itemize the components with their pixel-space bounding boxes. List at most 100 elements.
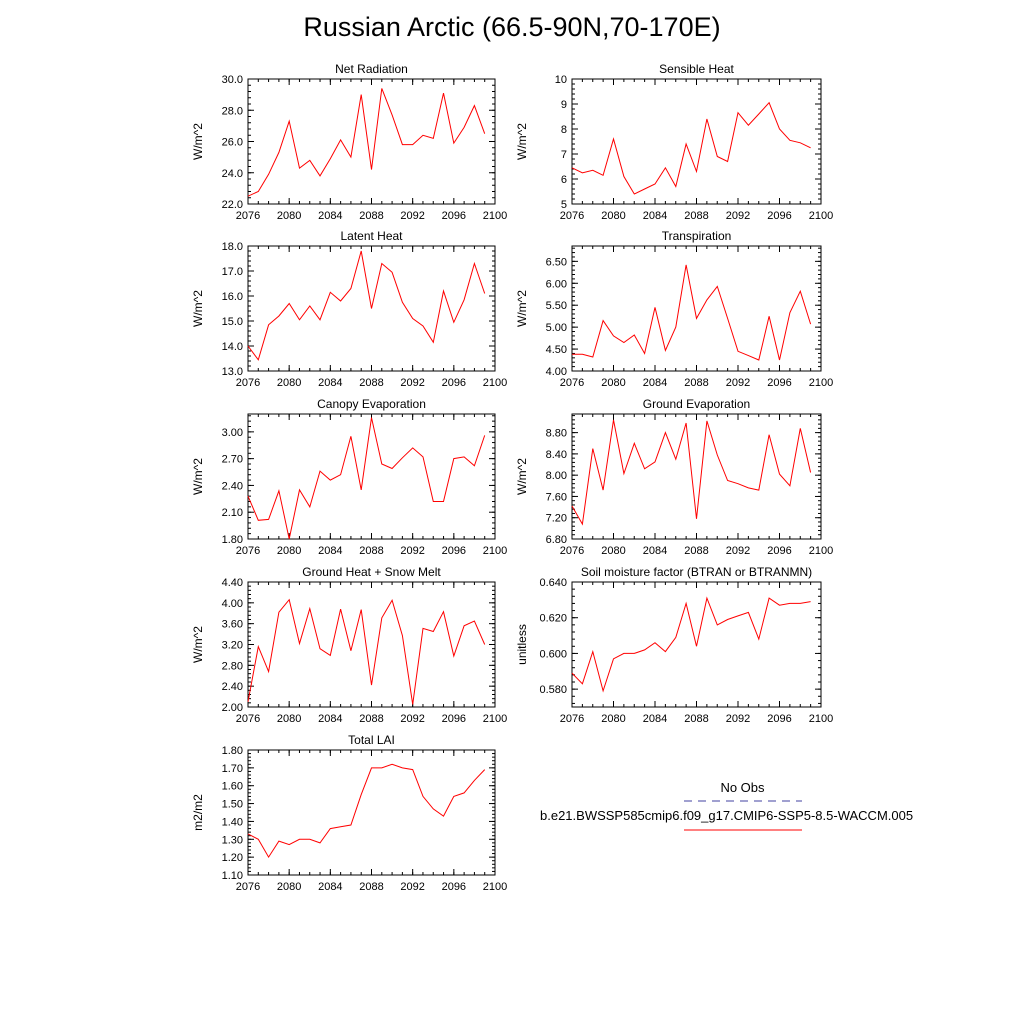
y-axis-label: m2/m2 bbox=[191, 794, 205, 831]
x-tick-label: 2088 bbox=[684, 545, 708, 557]
x-tick-label: 2096 bbox=[442, 881, 466, 893]
x-tick-label: 2076 bbox=[560, 210, 584, 222]
x-tick-label: 2092 bbox=[726, 210, 750, 222]
x-tick-label: 2092 bbox=[400, 713, 424, 725]
chart-title: Canopy Evaporation bbox=[317, 397, 426, 411]
y-axis-label: W/m^2 bbox=[515, 123, 529, 160]
x-tick-label: 2100 bbox=[809, 377, 833, 389]
chart-soil-moisture-factor-btran-or-btranmn: 2076 2080 2084 2088 2092 2096 2100 0.580 0.600 0.… bbox=[515, 565, 833, 725]
plot-frame bbox=[247, 78, 496, 205]
y-tick-label: 17.0 bbox=[222, 266, 243, 278]
y-axis-label: W/m^2 bbox=[515, 290, 529, 327]
y-tick-label: 3.60 bbox=[222, 619, 243, 631]
x-tick-label: 2084 bbox=[318, 713, 342, 725]
y-tick-label: 8.40 bbox=[546, 449, 567, 461]
y-tick-label: 3.20 bbox=[222, 640, 243, 652]
x-tick-label: 2100 bbox=[483, 713, 507, 725]
y-tick-label: 16.0 bbox=[222, 291, 243, 303]
x-tick-label: 2076 bbox=[236, 545, 260, 557]
y-tick-label: 2.10 bbox=[222, 507, 243, 519]
y-tick-label: 6.50 bbox=[546, 256, 567, 268]
page-title: Russian Arctic (66.5-90N,70-170E) bbox=[303, 12, 721, 42]
chart-title: Ground Evaporation bbox=[643, 397, 750, 411]
x-tick-label: 2080 bbox=[277, 210, 301, 222]
x-tick-label: 2096 bbox=[442, 713, 466, 725]
y-tick-label: 0.620 bbox=[539, 613, 567, 625]
x-tick-label: 2088 bbox=[684, 377, 708, 389]
y-tick-label: 26.0 bbox=[222, 137, 243, 149]
x-tick-label: 2084 bbox=[318, 545, 342, 557]
x-tick-label: 2100 bbox=[809, 713, 833, 725]
y-tick-label: 8.00 bbox=[546, 470, 567, 482]
y-tick-label: 6.80 bbox=[546, 534, 567, 546]
plot-frame bbox=[571, 78, 822, 205]
y-tick-label: 4.50 bbox=[546, 344, 567, 356]
x-tick-label: 2088 bbox=[359, 545, 383, 557]
x-tick-label: 2084 bbox=[643, 377, 667, 389]
x-tick-label: 2100 bbox=[483, 210, 507, 222]
y-tick-label: 1.80 bbox=[222, 745, 243, 757]
y-tick-label: 0.580 bbox=[539, 684, 567, 696]
x-tick-label: 2096 bbox=[767, 210, 791, 222]
x-tick-label: 2084 bbox=[318, 377, 342, 389]
y-tick-label: 9 bbox=[561, 99, 567, 111]
chart-title: Soil moisture factor (BTRAN or BTRANMN) bbox=[581, 565, 812, 579]
x-tick-label: 2076 bbox=[236, 881, 260, 893]
x-tick-label: 2100 bbox=[483, 545, 507, 557]
y-tick-label: 4.40 bbox=[222, 577, 243, 589]
x-tick-label: 2084 bbox=[643, 210, 667, 222]
x-tick-label: 2080 bbox=[277, 713, 301, 725]
x-tick-label: 2088 bbox=[359, 377, 383, 389]
x-tick-label: 2092 bbox=[726, 377, 750, 389]
series-line bbox=[571, 596, 811, 693]
chart-transpiration: 2076 2080 2084 2088 2092 2096 2100 4.00 4.50 5.00… bbox=[515, 229, 833, 389]
x-tick-label: 2076 bbox=[236, 713, 260, 725]
plot-frame bbox=[571, 245, 822, 372]
series-line bbox=[571, 101, 811, 195]
y-tick-label: 3.00 bbox=[222, 427, 243, 439]
y-tick-label: 14.0 bbox=[222, 341, 243, 353]
x-tick-label: 2100 bbox=[483, 881, 507, 893]
x-tick-label: 2096 bbox=[767, 545, 791, 557]
series-line bbox=[571, 419, 812, 526]
y-tick-label: 30.0 bbox=[222, 74, 243, 86]
y-tick-label: 2.40 bbox=[222, 681, 243, 693]
y-tick-label: 10 bbox=[555, 74, 567, 86]
y-tick-label: 1.40 bbox=[222, 816, 243, 828]
chart-title: Ground Heat + Snow Melt bbox=[302, 565, 441, 579]
y-tick-label: 7.20 bbox=[546, 513, 567, 525]
y-tick-label: 18.0 bbox=[222, 241, 243, 253]
chart-title: Sensible Heat bbox=[659, 62, 734, 76]
y-tick-label: 13.0 bbox=[222, 366, 243, 378]
y-tick-label: 1.80 bbox=[222, 534, 243, 546]
chart-title: Latent Heat bbox=[340, 229, 403, 243]
series-line bbox=[247, 250, 486, 361]
x-tick-label: 2100 bbox=[809, 210, 833, 222]
y-axis-label: W/m^2 bbox=[191, 290, 205, 327]
x-tick-label: 2080 bbox=[601, 210, 625, 222]
y-tick-label: 1.70 bbox=[222, 763, 243, 775]
plot-frame bbox=[571, 413, 822, 540]
x-tick-label: 2096 bbox=[442, 545, 466, 557]
y-tick-label: 0.640 bbox=[539, 577, 567, 589]
chart-net-radiation: 2076 2080 2084 2088 2092 2096 2100 22.0 24.0 26.0… bbox=[191, 62, 507, 222]
y-tick-label: 28.0 bbox=[222, 105, 243, 117]
x-tick-label: 2076 bbox=[560, 713, 584, 725]
x-tick-label: 2088 bbox=[359, 713, 383, 725]
x-tick-label: 2092 bbox=[400, 881, 424, 893]
y-tick-label: 4.00 bbox=[546, 366, 567, 378]
chart-total-lai: 2076 2080 2084 2088 2092 2096 2100 1.10 1.20 1.30… bbox=[191, 733, 507, 893]
y-tick-label: 5.00 bbox=[546, 322, 567, 334]
x-tick-label: 2092 bbox=[726, 713, 750, 725]
y-axis-label: unitless bbox=[515, 624, 529, 665]
x-tick-label: 2076 bbox=[236, 210, 260, 222]
y-tick-label: 5.50 bbox=[546, 300, 567, 312]
x-tick-label: 2080 bbox=[277, 377, 301, 389]
x-tick-label: 2100 bbox=[809, 545, 833, 557]
y-tick-label: 2.80 bbox=[222, 660, 243, 672]
x-tick-label: 2088 bbox=[684, 713, 708, 725]
x-tick-label: 2088 bbox=[359, 881, 383, 893]
y-axis-label: W/m^2 bbox=[191, 123, 205, 160]
chart-canopy-evaporation: 2076 2080 2084 2088 2092 2096 2100 1.80 2.10 2.40… bbox=[191, 397, 507, 557]
